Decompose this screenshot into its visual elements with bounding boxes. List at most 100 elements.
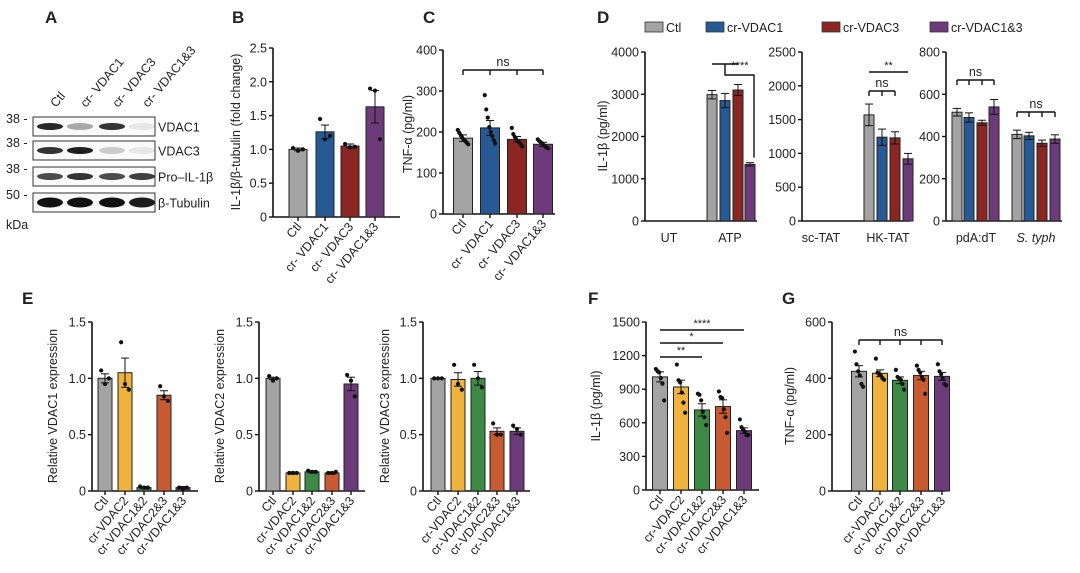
data-point (158, 384, 163, 389)
blot-band (37, 173, 63, 180)
data-point (326, 470, 331, 476)
blot-row-label: Pro–IL-1β (158, 171, 213, 185)
x-group-label: pdA:dT (956, 231, 997, 245)
data-point (472, 362, 477, 367)
blot-band (129, 123, 155, 130)
data-point (484, 107, 489, 112)
chart-panel-b: 0 0.5 1.0 1.5 2.0 2.5 IL-1β/β-tubulin (fold ch… (229, 42, 400, 286)
bar (507, 138, 527, 215)
bar (489, 430, 505, 492)
y-tick-label: 400 (416, 44, 437, 58)
y-tick-label: 1000 (611, 172, 639, 186)
data-point (702, 415, 707, 420)
data-point (518, 432, 523, 437)
legend-label: cr-VDAC1&3 (951, 21, 1023, 35)
bar (324, 472, 340, 492)
data-point (352, 394, 357, 399)
significance-label: * (689, 331, 694, 343)
data-point (490, 134, 495, 139)
data-point (546, 146, 551, 151)
y-tick-label: 1500 (768, 113, 796, 127)
y-axis-label: IL-1β (pg/ml) (589, 370, 603, 441)
bar (673, 386, 689, 491)
data-point (290, 470, 296, 476)
data-point (662, 398, 667, 403)
data-point (914, 363, 919, 368)
significance-label: ns (894, 325, 907, 339)
y-axis-label: Relative VDAC3 expression (378, 329, 392, 483)
data-point (704, 422, 709, 428)
data-point (347, 145, 353, 150)
y-tick-label: 0 (632, 215, 639, 229)
data-point (683, 410, 688, 415)
bar (285, 472, 301, 492)
bar (453, 137, 473, 215)
data-point (488, 129, 493, 135)
significance-bracket (712, 63, 755, 158)
y-tick-label: 0 (246, 485, 253, 499)
bar (976, 122, 988, 222)
y-tick-label: 1.5 (250, 109, 267, 123)
blot-band (67, 173, 93, 180)
y-tick-label: 1.5 (69, 316, 86, 330)
y-tick-label: 1000 (768, 147, 796, 161)
data-point (923, 391, 928, 396)
blot-band (37, 197, 63, 208)
bar (934, 375, 950, 492)
significance-label: ** (884, 60, 893, 72)
y-axis-label: IL-1β/β-tubulin (fold change) (229, 54, 243, 211)
data-point (439, 376, 444, 381)
y-tick-label: 0.5 (236, 428, 253, 442)
data-point (679, 390, 684, 395)
bar (736, 430, 752, 491)
bar (288, 148, 308, 218)
panel-label: F (588, 289, 598, 308)
data-point (482, 93, 487, 98)
y-tick-label: 4000 (611, 46, 639, 60)
y-tick-label: 2500 (768, 46, 796, 60)
bar (450, 378, 466, 492)
blot-marker: 50 - (6, 188, 28, 202)
data-point (657, 370, 662, 375)
data-point (99, 368, 104, 373)
y-axis-label: Relative VDAC2 expression (213, 329, 227, 483)
y-tick-label: 1.0 (69, 372, 86, 386)
blot-marker: 38 - (6, 136, 28, 150)
legend-swatch (705, 21, 725, 33)
data-point (300, 147, 306, 152)
data-point (494, 432, 500, 437)
chart-panel-d: 0 1000 2000 3000 4000 IL-1β (pg/ml) UT ATP **** (596, 46, 757, 245)
data-point (921, 377, 926, 382)
data-point (854, 362, 859, 367)
legend-item: cr-VDAC3 (821, 21, 899, 35)
y-axis-label: TNF-α (pg/ml) (401, 95, 415, 173)
legend-swatch (821, 21, 841, 33)
data-point (511, 423, 516, 428)
y-tick-label: 1.5 (400, 316, 417, 330)
bar (715, 406, 731, 491)
x-group-label: sc-TAT (802, 231, 841, 245)
y-axis-label: Relative VDAC1 expression (46, 329, 60, 483)
significance-label: ** (677, 345, 686, 357)
significance-bracket (1016, 111, 1056, 117)
significance-label: ns (875, 76, 888, 90)
y-tick-label: 3000 (611, 88, 639, 102)
data-point (939, 372, 944, 377)
data-point (856, 369, 861, 374)
data-point (294, 470, 299, 476)
y-tick-label: 600 (619, 416, 640, 430)
y-tick-label: 900 (619, 383, 640, 397)
data-point (857, 373, 862, 378)
data-point (723, 415, 728, 420)
x-group-label: HK-TAT (866, 231, 910, 245)
x-group-label: S. typh (1017, 231, 1056, 245)
significance-label: ns (969, 65, 982, 79)
y-tick-label: 0 (410, 485, 417, 499)
bar (1011, 133, 1023, 222)
blot-lane-label: Ctl (48, 89, 69, 110)
data-point (126, 387, 131, 392)
bar (902, 158, 914, 222)
